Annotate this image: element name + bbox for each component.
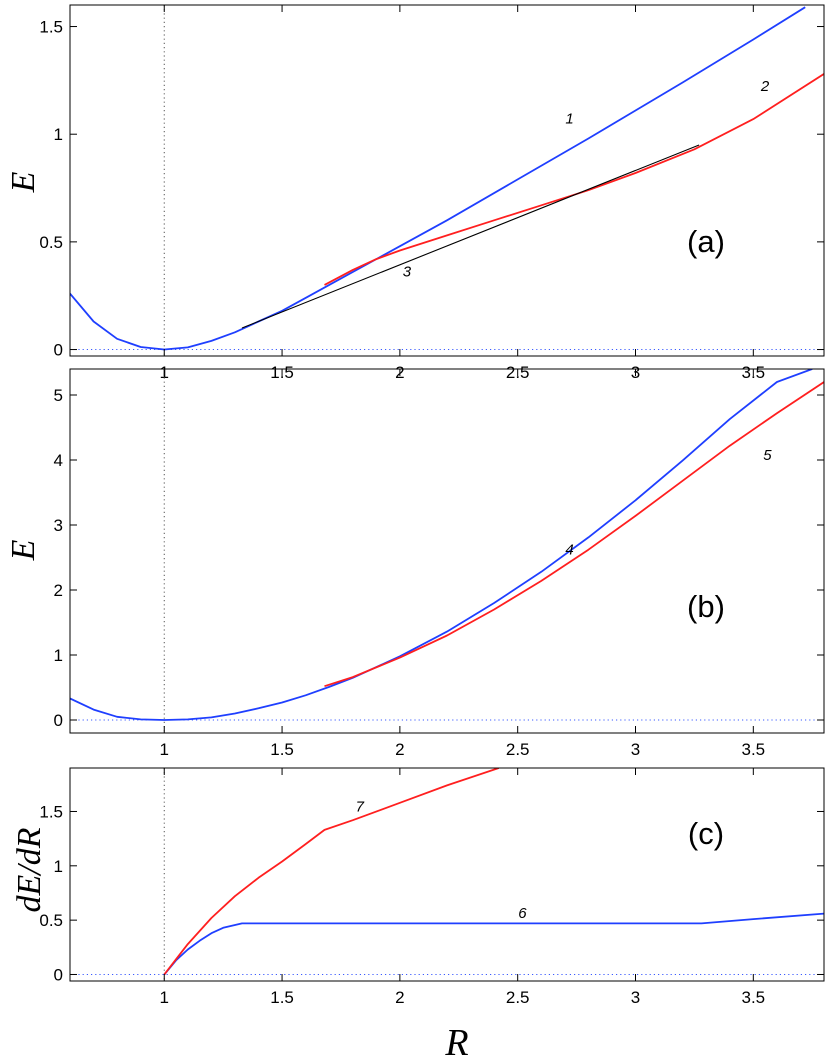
x-tick-label: 2 — [395, 988, 404, 1007]
x-tick-label: 1 — [160, 988, 169, 1007]
curve-label-2: 2 — [760, 78, 770, 95]
x-tick-label: 3 — [631, 740, 640, 759]
y-tick-label: 0 — [54, 965, 63, 984]
x-tick-label: 1.5 — [270, 988, 294, 1007]
panel-label: (b) — [687, 589, 725, 624]
y-axis-label: E — [5, 171, 42, 193]
y-tick-label: 4 — [54, 451, 63, 470]
x-tick-label: 3.5 — [741, 740, 765, 759]
series-line-2 — [324, 73, 824, 286]
series-line-3 — [241, 144, 700, 329]
panel-label: (c) — [688, 816, 724, 851]
y-axis-label: E — [5, 539, 42, 561]
series-line-4 — [70, 369, 813, 721]
series-line-1 — [70, 6, 806, 351]
panel-2: 4 5 1 1.5 2 2.5 3 3.5 0 1 2 3 4 5 E (b) — [5, 368, 825, 759]
curve-label-4: 4 — [565, 541, 573, 558]
series-line-6 — [163, 912, 824, 976]
y-tick-label: 1 — [54, 857, 63, 876]
panel-label: (a) — [687, 224, 725, 259]
series-group — [163, 768, 824, 976]
panel-3: 6 7 1 1.5 2 2.5 3 3.5 0 0.5 1 1.5 dE/dR R (c) — [11, 767, 825, 1063]
x-tick-label: 3 — [631, 988, 640, 1007]
y-tick-label: 1.5 — [39, 802, 63, 821]
x-tick-label: 2.5 — [506, 740, 530, 759]
x-tick-label: 3.5 — [741, 988, 765, 1007]
x-tick-label: 1.5 — [270, 740, 294, 759]
y-tick-label: 1 — [54, 125, 63, 144]
series-line-5 — [324, 381, 824, 688]
y-tick-label: 1 — [54, 646, 63, 665]
series-group — [70, 369, 824, 721]
x-axis-label: R — [444, 1022, 468, 1063]
y-tick-label: 2 — [54, 581, 63, 600]
curve-label-3: 3 — [403, 263, 412, 280]
x-tick-label: 2 — [395, 740, 404, 759]
y-axis-label: dE/dR — [11, 827, 48, 912]
y-tick-label: 5 — [54, 386, 63, 405]
x-tick-label: 2.5 — [506, 988, 530, 1007]
y-tick-label: 3 — [54, 516, 63, 535]
curve-label-6: 6 — [518, 905, 527, 922]
y-tick-label: 0 — [54, 711, 63, 730]
curve-label-1: 1 — [565, 110, 573, 127]
axes-frame — [69, 4, 825, 357]
axes-frame — [69, 767, 825, 982]
series-group — [70, 6, 824, 351]
series-line-7 — [163, 768, 500, 976]
axes-frame — [69, 368, 825, 734]
y-tick-label: 0.5 — [39, 911, 63, 930]
y-tick-label: 0 — [54, 341, 63, 360]
curve-label-5: 5 — [763, 447, 772, 464]
y-tick-label: 0.5 — [39, 233, 63, 252]
curve-label-7: 7 — [356, 798, 365, 815]
x-tick-label: 1 — [160, 740, 169, 759]
y-tick-label: 1.5 — [39, 18, 63, 37]
